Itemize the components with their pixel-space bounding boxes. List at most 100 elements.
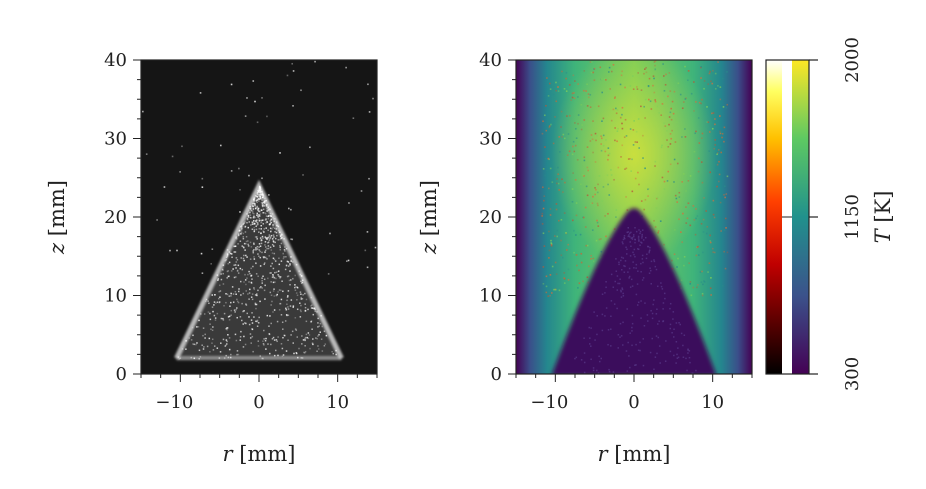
right-noise-point [701, 270, 703, 273]
right-cone-noise-point [628, 277, 630, 279]
right-noise-point [716, 153, 718, 156]
left-speckle-point [304, 306, 307, 309]
right-cone-noise-point [650, 309, 652, 312]
left-speckle-point [255, 221, 258, 223]
right-cone-noise-point [638, 229, 640, 231]
left-speckle-point [262, 340, 264, 342]
left-speckle-point [267, 242, 269, 244]
right-noise-point [708, 262, 711, 265]
right-cone-noise-point [642, 277, 645, 279]
right-noise-point [668, 116, 671, 118]
left-speckle-point [234, 264, 237, 266]
right-noise-point [577, 122, 579, 125]
right-cone-noise-point [640, 271, 642, 273]
right-noise-point [543, 245, 546, 247]
left-ylabel-var: z [45, 242, 69, 255]
right-cone-noise-point [646, 253, 648, 256]
right-cone-noise-point [610, 345, 612, 347]
right-cone-noise-point [615, 270, 618, 272]
right-noise-point [616, 140, 618, 143]
left-speckle-point [291, 261, 294, 263]
right-noise-point [714, 118, 716, 120]
left-speckle-point [268, 255, 271, 257]
right-cone-noise-point [630, 278, 633, 281]
right-noise-point [577, 114, 580, 116]
left-speckle-point [287, 290, 290, 292]
right-noise-point [644, 117, 646, 119]
left-speckle-point [288, 279, 291, 282]
left-speckle-point [271, 243, 274, 246]
right-cone-noise-point [642, 261, 644, 264]
right-noise-point [572, 74, 575, 77]
right-noise-point [670, 137, 673, 140]
right-noise-point [606, 174, 609, 177]
right-cone-noise-point [583, 337, 585, 339]
right-noise-point [593, 67, 596, 70]
right-xtick-label: 10 [701, 392, 724, 413]
right-cone-noise-point [626, 253, 628, 255]
left-speckle-point [268, 333, 271, 336]
left-speckle-point [260, 221, 262, 224]
right-cone-noise-point [637, 235, 640, 238]
left-speckle-point [268, 239, 271, 241]
left-speckle-point [201, 344, 203, 346]
right-noise-point [608, 152, 611, 155]
left-speckle-point [283, 238, 285, 240]
right-noise-point [601, 118, 604, 121]
right-noise-point [693, 150, 696, 153]
left-speckle-point [265, 215, 268, 217]
left-speckle-point [238, 233, 240, 235]
left-speckle-point [270, 304, 272, 306]
left-speckle-point [256, 224, 258, 226]
right-cone-noise-point [641, 242, 643, 244]
right-noise-point [653, 225, 656, 227]
right-cone-noise-point [630, 245, 632, 247]
right-noise-point [594, 186, 596, 189]
left-speckle-point [299, 302, 301, 304]
left-speckle-point [193, 343, 195, 346]
right-cone-noise-point [623, 271, 626, 274]
left-speckle-point [261, 202, 264, 204]
right-cone-noise-point [658, 345, 661, 347]
left-speckle-point [304, 350, 307, 353]
right-cone-noise-point [673, 336, 675, 338]
right-noise-point [553, 288, 555, 291]
left-speckle-point [257, 223, 259, 226]
left-speckle-point [264, 212, 266, 214]
right-cone-noise-point [649, 269, 652, 272]
right-noise-point [636, 86, 638, 88]
left-speckle-point [251, 210, 254, 212]
right-cone-noise-point [635, 267, 637, 269]
left-speckle-point [227, 262, 229, 265]
left-speckle-point [279, 152, 281, 154]
colorbar-tick-label: 300 [842, 357, 863, 391]
left-speckle-point [295, 263, 298, 266]
right-noise-point [673, 158, 676, 161]
left-speckle-point [270, 343, 272, 346]
left-speckle-point [300, 298, 303, 300]
left-speckle-point [269, 236, 272, 238]
left-speckle-point [252, 212, 254, 214]
left-speckle-point [280, 314, 283, 316]
left-speckle-point [310, 305, 312, 307]
right-noise-point [600, 238, 602, 240]
right-cone-noise-point [628, 355, 630, 357]
left-speckle-point [216, 301, 219, 303]
left-speckle-point [240, 233, 242, 235]
left-speckle-point [213, 345, 216, 347]
right-noise-point [576, 264, 578, 267]
left-speckle-point [246, 213, 248, 215]
left-speckle-point [269, 272, 271, 274]
left-speckle-point [246, 312, 249, 315]
left-speckle-point [263, 329, 265, 332]
right-noise-point [708, 131, 711, 133]
right-cone-noise-point [629, 241, 631, 243]
right-noise-point [718, 180, 720, 183]
right-noise-point [556, 178, 558, 180]
left-speckle-point [235, 267, 237, 269]
left-speckle-point [248, 298, 250, 300]
right-noise-point [722, 77, 724, 80]
right-cone-noise-point [637, 270, 639, 272]
right-noise-point [701, 132, 704, 135]
right-noise-point [542, 232, 545, 235]
